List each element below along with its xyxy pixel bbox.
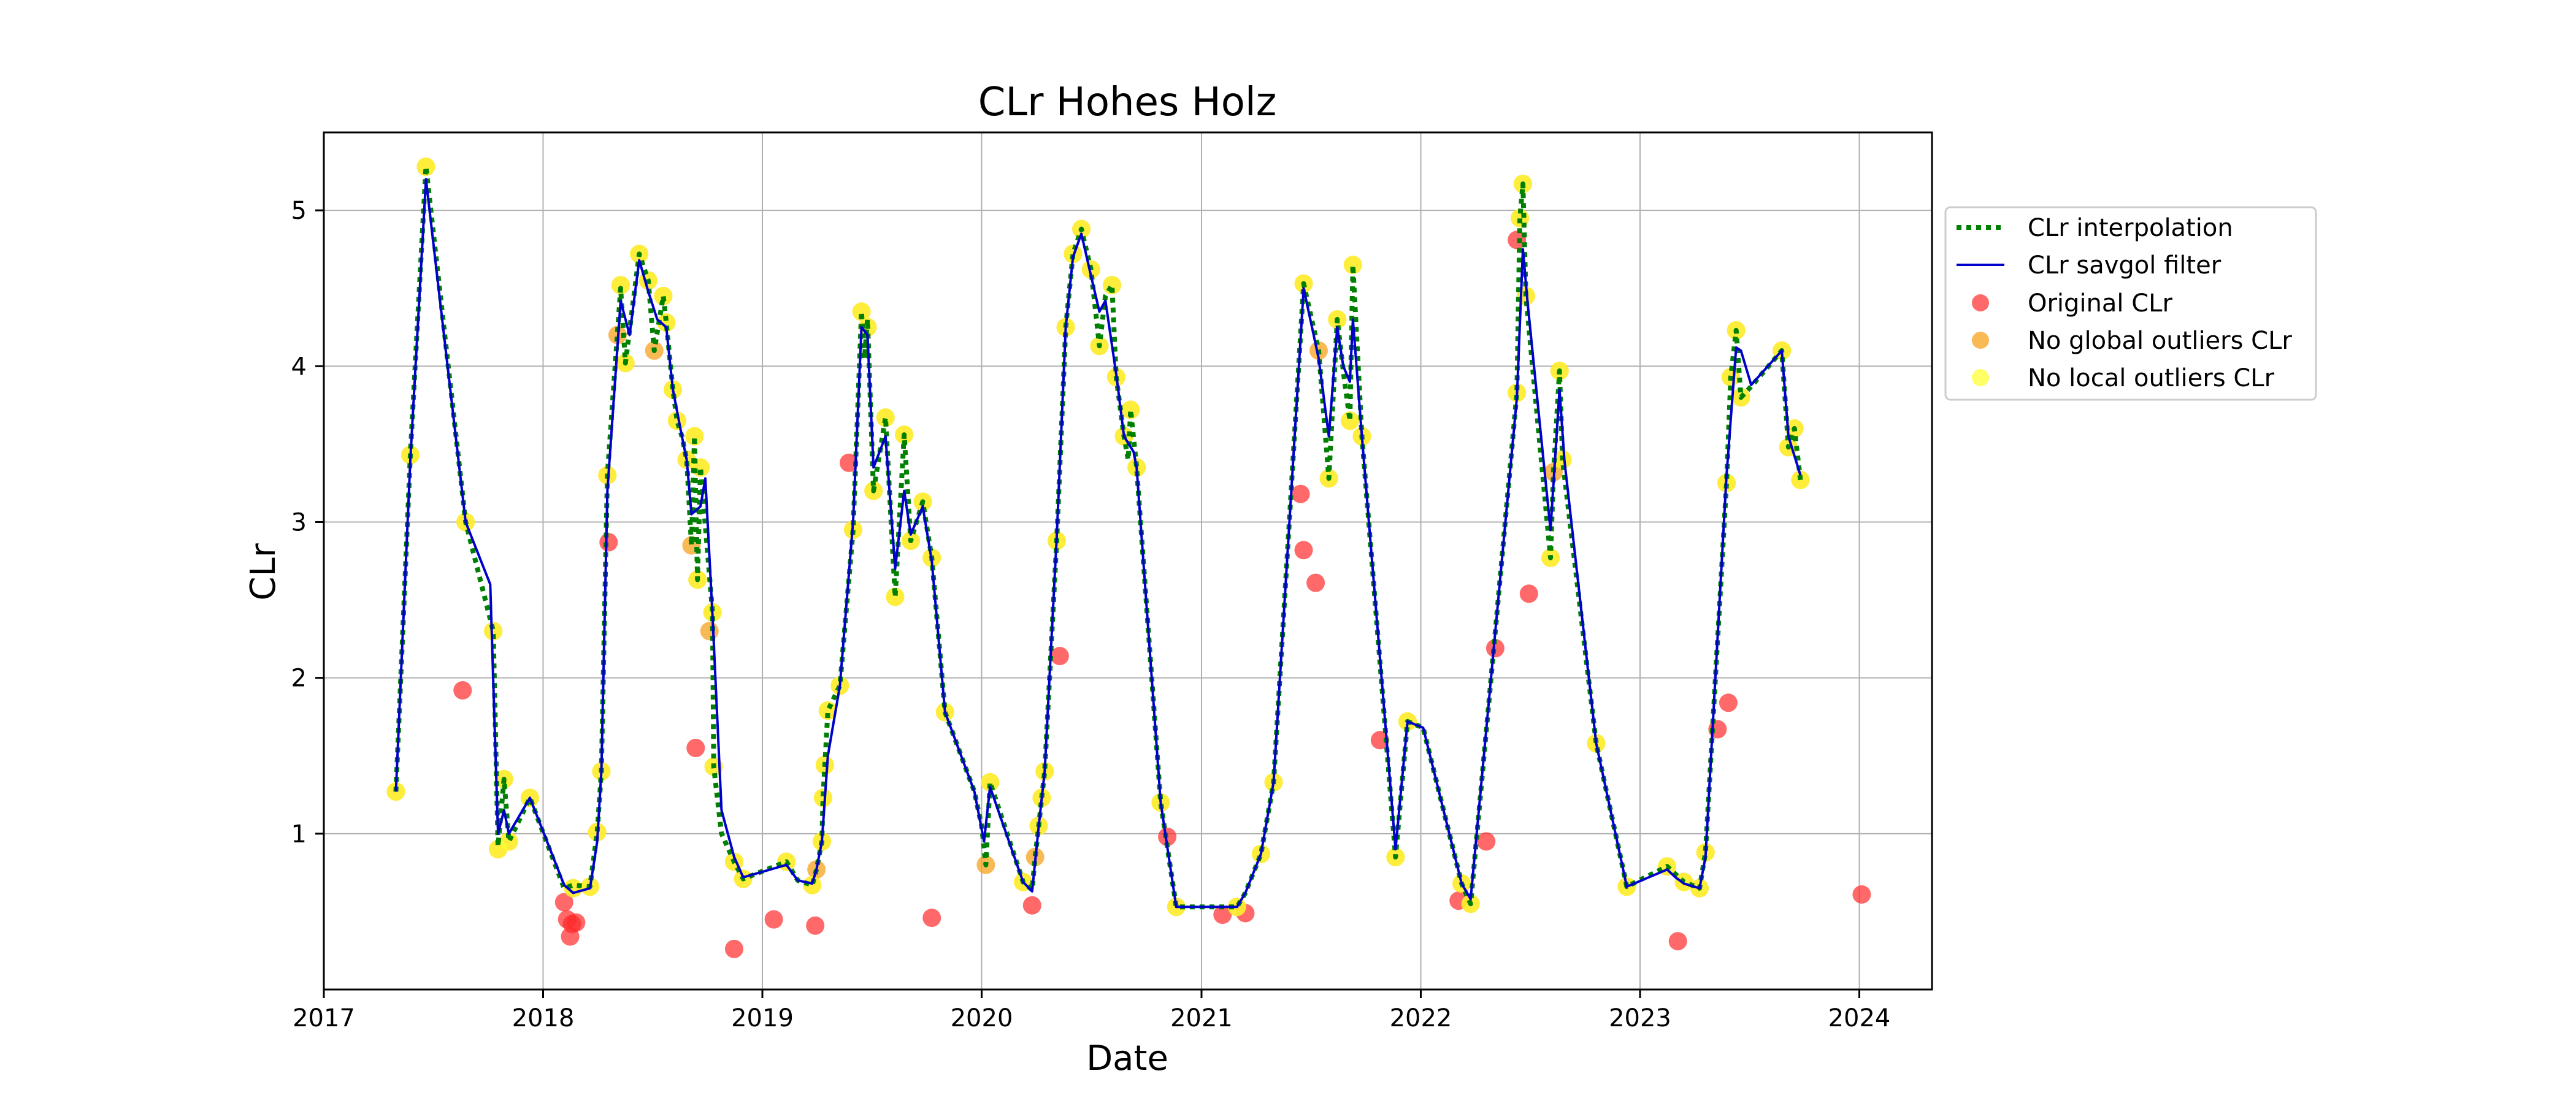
no-global-outliers-point — [700, 622, 719, 641]
legend-label-interpolation: CLr interpolation — [2028, 214, 2233, 242]
no-local-outliers-point — [484, 622, 503, 641]
no-local-outliers-point — [876, 408, 895, 427]
original-clr-point — [1668, 932, 1687, 951]
x-tick-label: 2017 — [293, 1004, 355, 1032]
original-clr-point — [686, 739, 705, 758]
no-local-outliers-point — [685, 427, 704, 446]
no-local-outliers-point — [1791, 470, 1810, 489]
x-tick-label: 2022 — [1390, 1004, 1452, 1032]
x-tick-label: 2021 — [1170, 1004, 1233, 1032]
original-clr-point — [922, 909, 941, 928]
no-local-outliers-point — [657, 313, 676, 332]
no-local-outliers-point — [1121, 400, 1140, 419]
original-clr-point — [1519, 584, 1538, 603]
original-clr-point — [1508, 231, 1527, 250]
original-clr-point — [1291, 484, 1310, 503]
x-tick-label: 2019 — [731, 1004, 794, 1032]
original-clr-point — [1477, 832, 1496, 851]
no-local-outliers-point — [852, 302, 871, 321]
x-tick-label: 2020 — [951, 1004, 1013, 1032]
legend-label-original: Original CLr — [2028, 289, 2172, 318]
legend-label-savgol: CLr savgol filter — [2028, 251, 2221, 280]
legend-label-no-global: No global outliers CLr — [2028, 327, 2292, 355]
plot-series — [386, 157, 1871, 958]
original-clr-point — [1852, 885, 1871, 904]
legend-box — [1944, 206, 2317, 401]
no-local-outliers-point — [803, 875, 822, 894]
x-tick-label: 2024 — [1828, 1004, 1891, 1032]
savgol-filter-line — [394, 178, 1802, 909]
legend-marker-original — [1972, 294, 1989, 311]
x-axis-label: Date — [1086, 1039, 1168, 1078]
original-clr-point — [567, 913, 586, 932]
y-tick-label: 5 — [291, 197, 307, 225]
original-clr-point — [764, 910, 783, 929]
original-clr-point — [840, 453, 859, 472]
original-clr-point — [1022, 896, 1041, 915]
y-tick-label: 3 — [291, 508, 307, 536]
no-local-outliers-point — [667, 411, 686, 430]
y-tick-label: 4 — [291, 353, 307, 381]
original-clr-point — [1294, 541, 1313, 560]
original-clr-point — [1370, 731, 1389, 750]
legend-marker-no-local — [1972, 369, 1989, 386]
original-clr-point — [1306, 573, 1325, 592]
legend: CLr interpolation CLr savgol filter Orig… — [1944, 206, 2317, 401]
no-local-outliers-point — [416, 157, 435, 176]
no-local-outliers-point — [886, 587, 905, 606]
no-local-outliers-point — [1343, 256, 1362, 275]
x-tick-label: 2018 — [512, 1004, 575, 1032]
y-tick-label: 1 — [291, 820, 307, 849]
original-clr-point — [1719, 693, 1738, 712]
no-local-outliers-point — [611, 276, 630, 295]
y-axis-label: CLr — [243, 543, 283, 600]
plot-frame — [323, 131, 1933, 991]
y-tick-label: 2 — [291, 665, 307, 693]
original-clr-point — [806, 916, 825, 935]
original-clr-point — [453, 681, 472, 700]
original-clr-point — [554, 893, 573, 912]
no-local-outliers-point — [813, 788, 832, 807]
x-tick-label: 2023 — [1609, 1004, 1671, 1032]
chart-title: CLr Hohes Holz — [978, 80, 1277, 125]
legend-marker-no-global — [1972, 332, 1989, 349]
original-clr-point — [1213, 905, 1232, 924]
no-local-outliers-point — [981, 772, 1000, 791]
interpolation-line — [393, 164, 1803, 910]
original-clr-point — [1485, 639, 1505, 658]
no-local-outliers-point — [654, 286, 673, 305]
original-clr-point — [724, 939, 743, 958]
axis-ticks: 2017 2018 2019 2020 2021 2022 2023 2024 1 2 3 4 5 — [291, 197, 1891, 1032]
original-clr-point — [1050, 647, 1069, 666]
no-local-outliers-point — [1340, 411, 1359, 430]
legend-label-no-local: No local outliers CLr — [2028, 364, 2275, 392]
